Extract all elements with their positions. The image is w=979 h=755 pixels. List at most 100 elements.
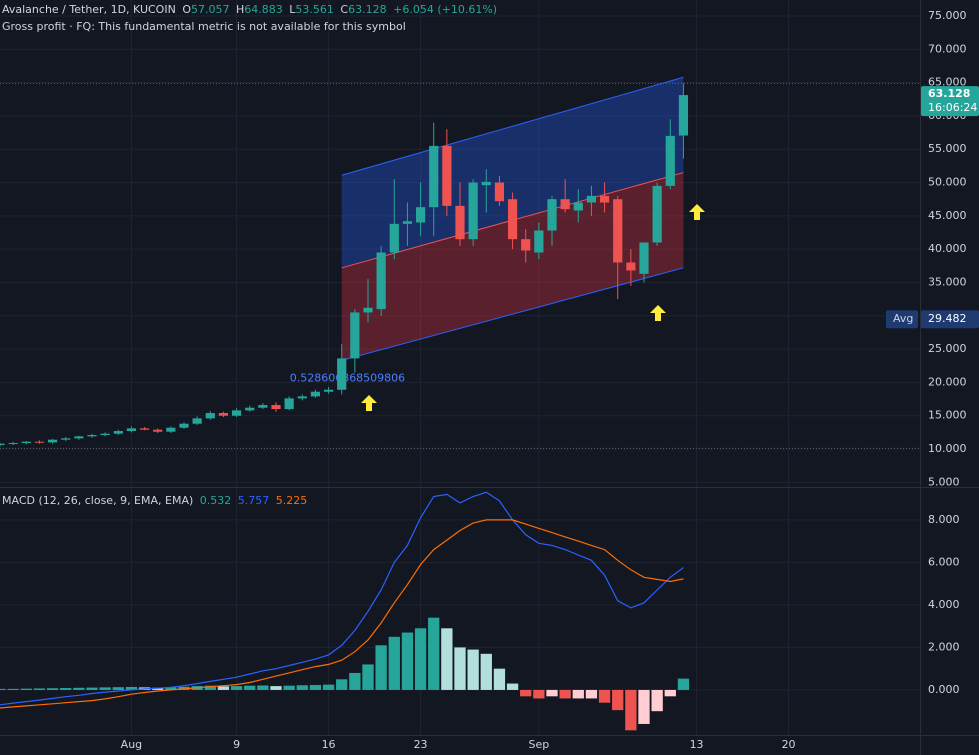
histogram-bar (244, 685, 256, 690)
histogram-bar (428, 617, 440, 690)
candle-body (442, 145, 452, 206)
histogram-bar (598, 689, 611, 703)
y-tick-label: 45.000 (928, 209, 967, 222)
legend-value: 5.225 (276, 494, 308, 507)
legend-value: 5.757 (238, 494, 270, 507)
candle-body (652, 185, 662, 243)
histogram-bar (559, 689, 571, 699)
histogram-bar (520, 689, 532, 697)
subtitle: Gross profit · FQ: This fundamental metr… (2, 20, 406, 33)
candle-body (455, 205, 465, 240)
candle-body (139, 428, 150, 430)
candle-body (323, 389, 334, 392)
channel-label: 0.528606868509806 (290, 371, 405, 384)
histogram-bar (20, 688, 32, 690)
histogram-bar (73, 687, 85, 690)
change: +6.054 (+10.61%) (393, 3, 497, 16)
y-tick-label: 0.000 (928, 683, 960, 696)
arrow (689, 204, 705, 220)
candle-body (599, 195, 610, 203)
y-tick-label: 8.000 (928, 513, 960, 526)
candle-body (271, 405, 281, 410)
x-tick-label: 23 (414, 738, 428, 751)
histogram-bar (362, 664, 374, 690)
histogram-bar (480, 653, 492, 690)
candle-body (153, 429, 163, 432)
histogram-bar (441, 628, 453, 690)
histogram-bar (336, 679, 348, 690)
candle-body (639, 242, 649, 274)
histogram-bar (86, 687, 98, 690)
ohlc-value: 53.561 (295, 3, 334, 16)
avg-value: 29.482 (928, 312, 967, 325)
avg-value-box (921, 310, 979, 329)
candle-body (586, 195, 597, 203)
y-tick-label: 40.000 (928, 242, 967, 255)
candle-body (258, 405, 268, 408)
header: Avalanche / Tether, 1D, KUCOIN O57.057 H… (2, 3, 497, 16)
histogram-bar (572, 689, 584, 699)
histogram-bar (165, 687, 177, 690)
histogram-bar (677, 678, 690, 690)
histogram-bar (375, 645, 387, 690)
x-tick-label: 13 (690, 738, 704, 751)
x-tick-label: Sep (528, 738, 549, 751)
histogram-bar (651, 689, 663, 712)
ohlc-label: O (182, 3, 191, 16)
x-tick-label: 9 (233, 738, 240, 751)
candle-body (534, 230, 544, 253)
ohlc-value: 64.883 (244, 3, 283, 16)
histogram-bar (309, 685, 322, 690)
histogram-bar (401, 632, 414, 690)
histogram-bar (99, 687, 111, 690)
candle-body (507, 199, 518, 240)
signal-arrows (361, 204, 705, 411)
candle-body (389, 223, 399, 253)
channel-upper-fill (341, 77, 684, 268)
candle-body (429, 145, 439, 208)
candle-body (74, 436, 84, 439)
histogram-bar (585, 689, 598, 699)
last-price-label: 63.128 (928, 87, 970, 100)
arrow (361, 395, 377, 411)
histogram-bar (152, 687, 164, 690)
candle-body (626, 262, 636, 271)
candle-body (87, 435, 97, 437)
histogram-bar (204, 685, 216, 690)
macd-line (0, 491, 684, 706)
candle-body (61, 438, 71, 440)
channel-line (341, 267, 684, 361)
avg-tag-label: Avg (893, 312, 913, 325)
last-price-box (921, 86, 979, 117)
histogram-bar (257, 685, 269, 690)
y-tick-label: 5.000 (928, 475, 960, 488)
histogram-bar (283, 685, 295, 690)
ohlc-value: 57.057 (191, 3, 230, 16)
candle-body (34, 441, 45, 443)
candle-body (245, 407, 255, 411)
candle-body (205, 413, 215, 419)
candle-body (310, 391, 321, 397)
histogram-bar (612, 689, 624, 711)
histogram-bar (112, 687, 124, 690)
histogram-bar (33, 688, 46, 690)
signal-line (0, 519, 684, 709)
histogram-bar (638, 689, 650, 724)
histogram-bar (46, 688, 59, 690)
candle-body (218, 413, 229, 416)
candle-body (126, 428, 137, 432)
candle-body (166, 427, 176, 432)
candle-body (613, 199, 623, 263)
candle-body (481, 181, 491, 186)
candle-body (100, 433, 110, 436)
histogram-bar (7, 688, 19, 690)
ohlc-value: 63.128 (348, 3, 387, 16)
x-tick-label: 16 (322, 738, 336, 751)
candle-body (415, 207, 426, 223)
y-tick-label: 15.000 (928, 409, 967, 422)
histogram-bar (506, 683, 519, 690)
histogram-bar (349, 672, 361, 690)
histogram-bar (230, 686, 243, 690)
histogram-bar (217, 686, 230, 690)
